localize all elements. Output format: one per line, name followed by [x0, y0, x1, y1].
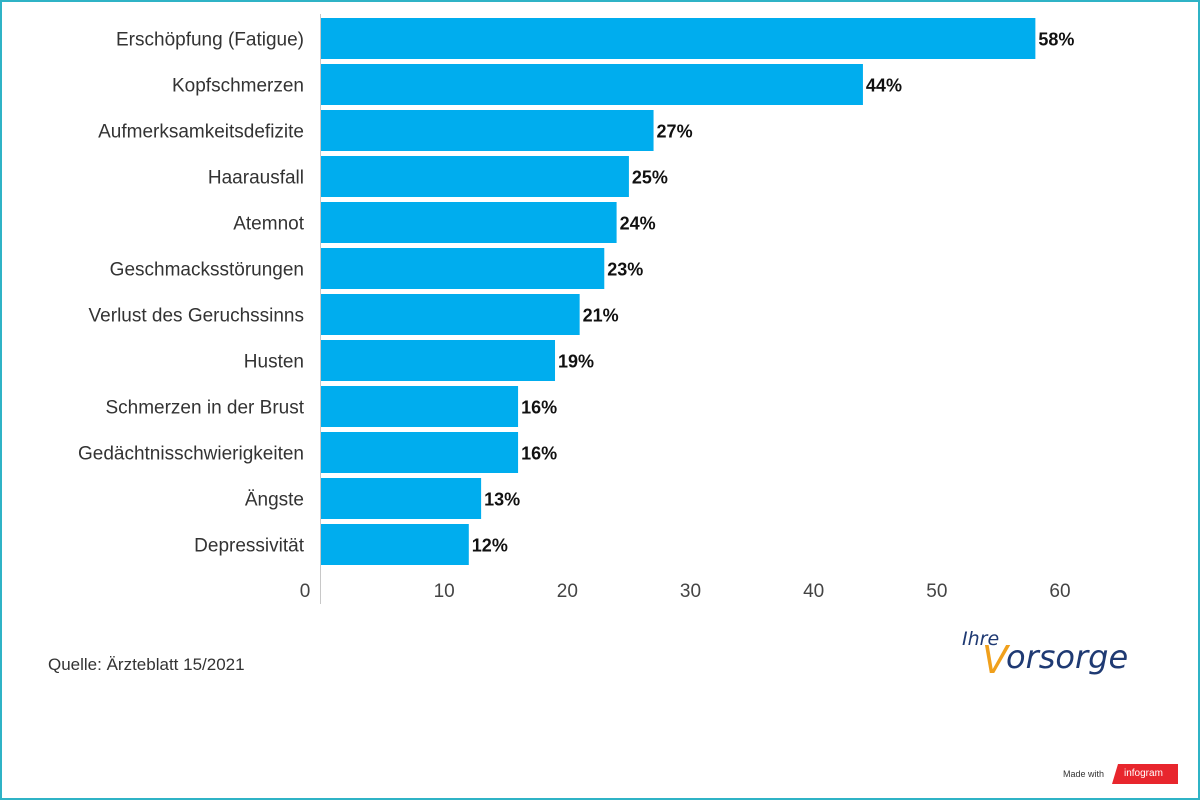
category-label: Geschmacksstörungen: [110, 260, 304, 281]
bar: [321, 386, 519, 427]
category-label: Kopfschmerzen: [172, 76, 304, 97]
bar: [321, 294, 580, 335]
bar-chart: Erschöpfung (Fatigue) 58% Kopfschmerzen 44%…: [78, 14, 1074, 604]
x-tick-label: 0: [300, 581, 311, 602]
data-label: 23%: [607, 260, 643, 280]
category-label: Ängste: [245, 490, 304, 511]
brand-logo-prefix: Ihre: [962, 628, 1000, 650]
infogram-badge[interactable]: infogram: [1112, 764, 1178, 784]
x-tick-label: 10: [434, 581, 455, 602]
bar: [321, 432, 519, 473]
infogram-badge-shape: [1112, 764, 1178, 784]
category-label: Erschöpfung (Fatigue): [116, 30, 304, 51]
bar: [321, 64, 863, 105]
category-label: Gedächtnisschwierigkeiten: [78, 444, 304, 465]
bar: [321, 18, 1036, 59]
x-tick-label: 30: [680, 581, 701, 602]
infogram-label: infogram: [1124, 768, 1163, 779]
brand-logo-v: V: [982, 638, 1008, 682]
data-label: 24%: [620, 214, 656, 234]
brand-logo: Ihre V orsorge: [958, 628, 1148, 688]
category-label: Atemnot: [233, 214, 304, 235]
category-label: Haarausfall: [208, 168, 304, 189]
bar: [321, 524, 469, 565]
data-label: 13%: [484, 490, 520, 510]
bar: [321, 110, 654, 151]
data-label: 21%: [583, 306, 619, 326]
bar: [321, 202, 617, 243]
data-label: 16%: [521, 398, 557, 418]
category-label: Schmerzen in der Brust: [105, 398, 304, 419]
bar: [321, 340, 556, 381]
category-label: Verlust des Geruchssinns: [89, 306, 304, 327]
source-note: Quelle: Ärzteblatt 15/2021: [48, 655, 245, 674]
data-label: 58%: [1038, 30, 1074, 50]
category-label: Aufmerksamkeitsdefizite: [98, 122, 304, 143]
x-tick-label: 60: [1049, 581, 1070, 602]
bar: [321, 156, 629, 197]
bar: [321, 478, 482, 519]
made-with-label: Made with: [1063, 769, 1105, 779]
category-label: Husten: [244, 352, 304, 373]
data-label: 44%: [866, 76, 902, 96]
data-label: 19%: [558, 352, 594, 372]
category-label: Depressivität: [194, 536, 305, 557]
brand-logo-rest: orsorge: [1006, 638, 1129, 676]
x-tick-label: 50: [926, 581, 947, 602]
data-label: 27%: [657, 122, 693, 142]
x-tick-label: 20: [557, 581, 578, 602]
data-label: 16%: [521, 444, 557, 464]
data-label: 12%: [472, 536, 508, 556]
x-tick-label: 40: [803, 581, 824, 602]
data-label: 25%: [632, 168, 668, 188]
bar: [321, 248, 605, 289]
